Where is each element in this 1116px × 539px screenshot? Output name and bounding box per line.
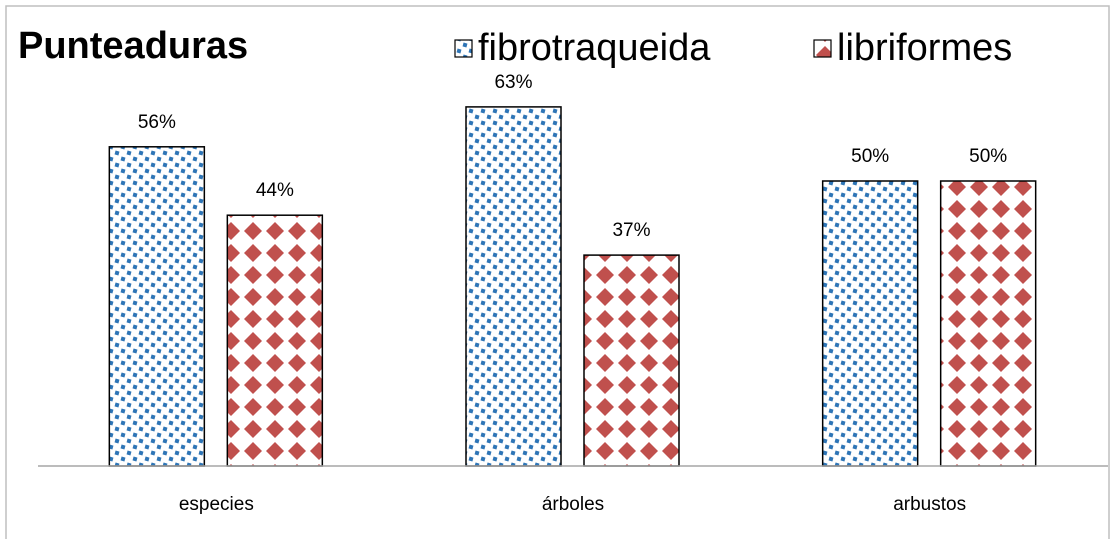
value-label: 56%	[138, 112, 176, 133]
value-label: 50%	[969, 146, 1007, 167]
value-label: 44%	[256, 180, 294, 201]
value-label: 37%	[612, 220, 650, 241]
value-label: 63%	[494, 72, 532, 93]
legend-swatch	[813, 39, 832, 58]
chart-title: Punteaduras	[18, 25, 248, 67]
bar	[108, 146, 206, 467]
legend-swatch	[454, 39, 473, 58]
bar	[226, 214, 324, 467]
x-tick-label: arbustos	[893, 494, 966, 515]
legend-label: fibrotraqueida	[478, 27, 711, 69]
bar	[939, 180, 1037, 467]
x-tick-label: especies	[179, 494, 254, 515]
x-tick-label: árboles	[542, 494, 604, 515]
bar	[583, 254, 680, 467]
bar	[821, 180, 919, 467]
bar	[465, 106, 562, 467]
legend-label: libriformes	[837, 27, 1012, 69]
value-label: 50%	[851, 146, 889, 167]
